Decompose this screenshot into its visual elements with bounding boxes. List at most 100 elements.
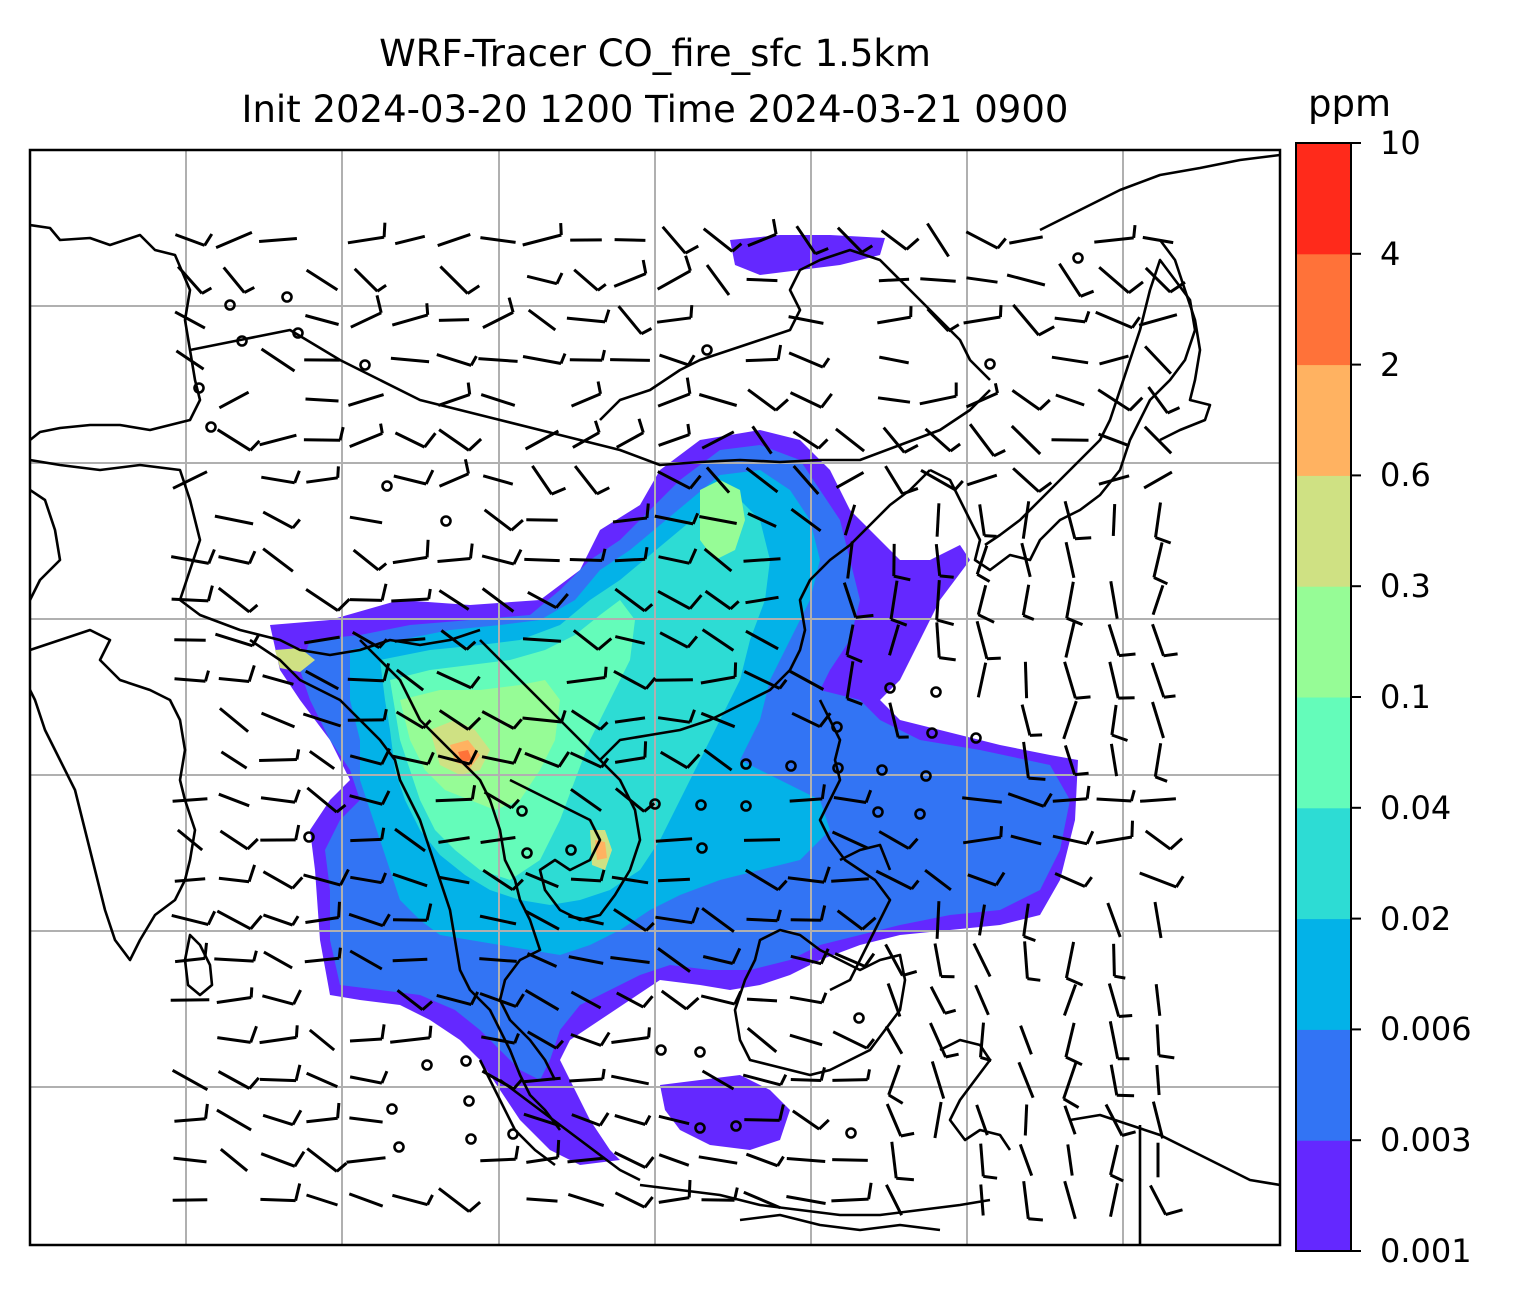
wind-barb [526,952,558,968]
wind-barb [698,1155,738,1165]
wind-barb [482,868,514,892]
wind-barb [437,1187,471,1213]
wind-barb [302,712,342,728]
wind-barb [655,915,693,925]
wind-barb-flag [976,573,991,583]
wind-barb [523,1112,561,1128]
wind-barb [788,315,824,325]
wind-barb [352,548,380,572]
wind-barb [306,1116,338,1124]
wind-barb [962,835,1002,845]
wind-barb [745,1152,779,1168]
wind-barb-flag [247,864,257,883]
wind-barb [437,393,471,407]
wind-barb [260,1152,296,1168]
wind-barb-flag [512,1077,524,1090]
wind-barb [975,545,989,575]
wind-barb [480,1157,516,1163]
wind-barb [570,392,602,408]
wind-barb-flag [551,486,567,496]
wind-barb [1151,584,1165,616]
wind-barb-flag [252,950,258,962]
wind-barb [972,942,992,978]
wind-barb [176,828,204,852]
calm-wind-circle [853,1012,865,1024]
wind-barb [395,668,425,692]
wind-barb [481,710,515,730]
wind-barb [834,427,866,453]
wind-barb-flag [778,1104,785,1121]
wind-barb-flag [977,613,995,624]
wind-barb-flag [945,1052,959,1059]
wind-barb [436,353,472,367]
wind-barb-flag [381,790,391,805]
wind-barb-flag [1130,820,1134,838]
wind-barb-flag [887,1093,904,1105]
wind-barb [1052,834,1088,846]
wind-barb [1064,1022,1076,1058]
wind-barb [1062,700,1078,740]
wind-barb [349,1116,383,1124]
wind-barb [173,1156,207,1164]
wind-barb [220,750,248,770]
wind-barb [526,1156,558,1164]
wind-barb [1019,1025,1033,1055]
wind-barb-flag [819,905,827,921]
wind-barb [391,313,429,327]
map-frame [28,148,1282,1247]
wind-barb [437,557,471,563]
wind-barb-flag [821,357,831,368]
wind-barb [304,669,340,691]
wind-barb-flag [203,942,208,959]
wind-barb-flag [379,423,384,434]
wind-barb [1012,303,1040,337]
wind-barb-flag [294,1064,302,1081]
wind-barb [700,675,736,685]
wind-barb-flag [689,305,694,318]
wind-barb [1062,983,1078,1017]
wind-barb-flag [382,663,391,682]
wind-barb-flag [555,1039,565,1050]
wind-barb [306,1193,338,1207]
wind-barb-flag [425,303,430,316]
wind-barb-flag [688,548,698,564]
wind-barb-flag [1038,398,1051,411]
wind-barb [171,913,209,927]
wind-barb [438,589,470,611]
wind-barb [522,233,562,247]
wind-barb-flag [381,913,391,927]
colorbar-segment [1296,253,1351,366]
wind-barb [219,829,249,851]
wind-barb [789,995,823,1005]
wind-barb [1155,1024,1161,1056]
wind-barb [392,872,428,888]
wind-barb [568,914,604,926]
wind-barb [1109,1182,1119,1218]
wind-barb-flag [818,712,832,728]
wind-barb-flag [295,749,301,760]
wind-barb-flag [468,749,479,765]
wind-barb [1058,262,1082,298]
wind-barb-flag [776,909,782,922]
wind-barb [700,711,736,729]
calm-wind-circle [386,1103,398,1115]
wind-barb-flag [601,1068,606,1080]
calm-wind-circle [224,299,236,311]
wind-barb-flag [380,747,391,765]
wind-barb-flag [1080,289,1095,298]
wind-barb [346,1156,386,1164]
wind-barb [481,554,515,566]
wind-barb [174,1117,206,1123]
wind-barb-flag [637,418,645,434]
wind-barb-flag [249,439,261,452]
wind-barb [305,1071,339,1089]
wind-barb [305,314,339,326]
wind-barb [659,750,689,770]
wind-barb [968,423,996,457]
wind-barb [570,1033,602,1047]
wind-barb [792,465,820,495]
wind-barb [522,355,562,365]
wind-barb-flag [336,466,340,478]
wind-barb [214,957,254,963]
wind-barb [920,277,956,283]
